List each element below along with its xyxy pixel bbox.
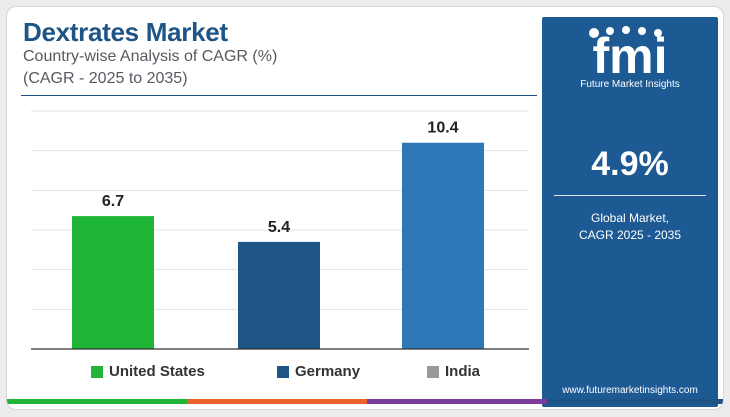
strip-segment — [187, 399, 367, 404]
logo-dot-icon — [589, 28, 599, 38]
legend-label-germany: Germany — [295, 363, 361, 380]
page-title: Dextrates Market — [23, 17, 228, 47]
strip-segment — [7, 399, 187, 404]
fmi-logo: fmi — [589, 26, 668, 84]
cagr-period-label: CAGR 2025 - 2035 — [578, 228, 682, 242]
logo-dot-icon — [654, 29, 662, 37]
chart-subtitle: Country-wise Analysis of CAGR (%) — [23, 48, 278, 65]
fmi-logo-text: fmi — [593, 28, 668, 84]
company-name: Future Market Insights — [580, 79, 680, 90]
cagr-value: 4.9% — [591, 145, 669, 183]
legend-swatch-germany — [277, 365, 289, 378]
panel-divider — [554, 195, 706, 196]
bar-germany — [238, 241, 320, 349]
logo-dot-icon — [622, 26, 630, 34]
legend-label-united-states: United States — [109, 363, 205, 380]
data-label-germany: 5.4 — [268, 219, 290, 236]
website-link[interactable]: www.futuremarketinsights.com — [562, 385, 698, 396]
summary-panel: fmi Future Market Insights 4.9% Global M… — [542, 17, 718, 407]
legend-item-united-states: United States — [91, 363, 205, 380]
data-label-united-states: 6.7 — [102, 193, 124, 210]
legend-item-germany: Germany — [277, 363, 360, 380]
strip-segment — [367, 399, 547, 404]
strip-segment — [547, 399, 723, 404]
bar-united-states — [72, 216, 154, 349]
data-label-india: 10.4 — [427, 120, 458, 137]
chart-card: Dextrates Market Country-wise Analysis o… — [6, 6, 724, 410]
bottom-color-strip — [7, 399, 723, 404]
legend-swatch-india — [427, 365, 439, 378]
chart-period: (CAGR - 2025 to 2035) — [23, 70, 188, 87]
legend-swatch-united-states — [91, 365, 103, 378]
bar-chart: 6.7 5.4 10.4 — [31, 110, 529, 350]
logo-dot-icon — [606, 27, 614, 35]
logo-dot-icon — [638, 27, 646, 35]
legend-label-india: India — [445, 363, 481, 380]
chart-legend: United States Germany India — [7, 363, 537, 383]
legend-item-india: India — [427, 363, 480, 380]
title-divider — [21, 95, 537, 96]
bar-india — [402, 142, 484, 349]
cagr-label: Global Market, — [590, 211, 670, 225]
